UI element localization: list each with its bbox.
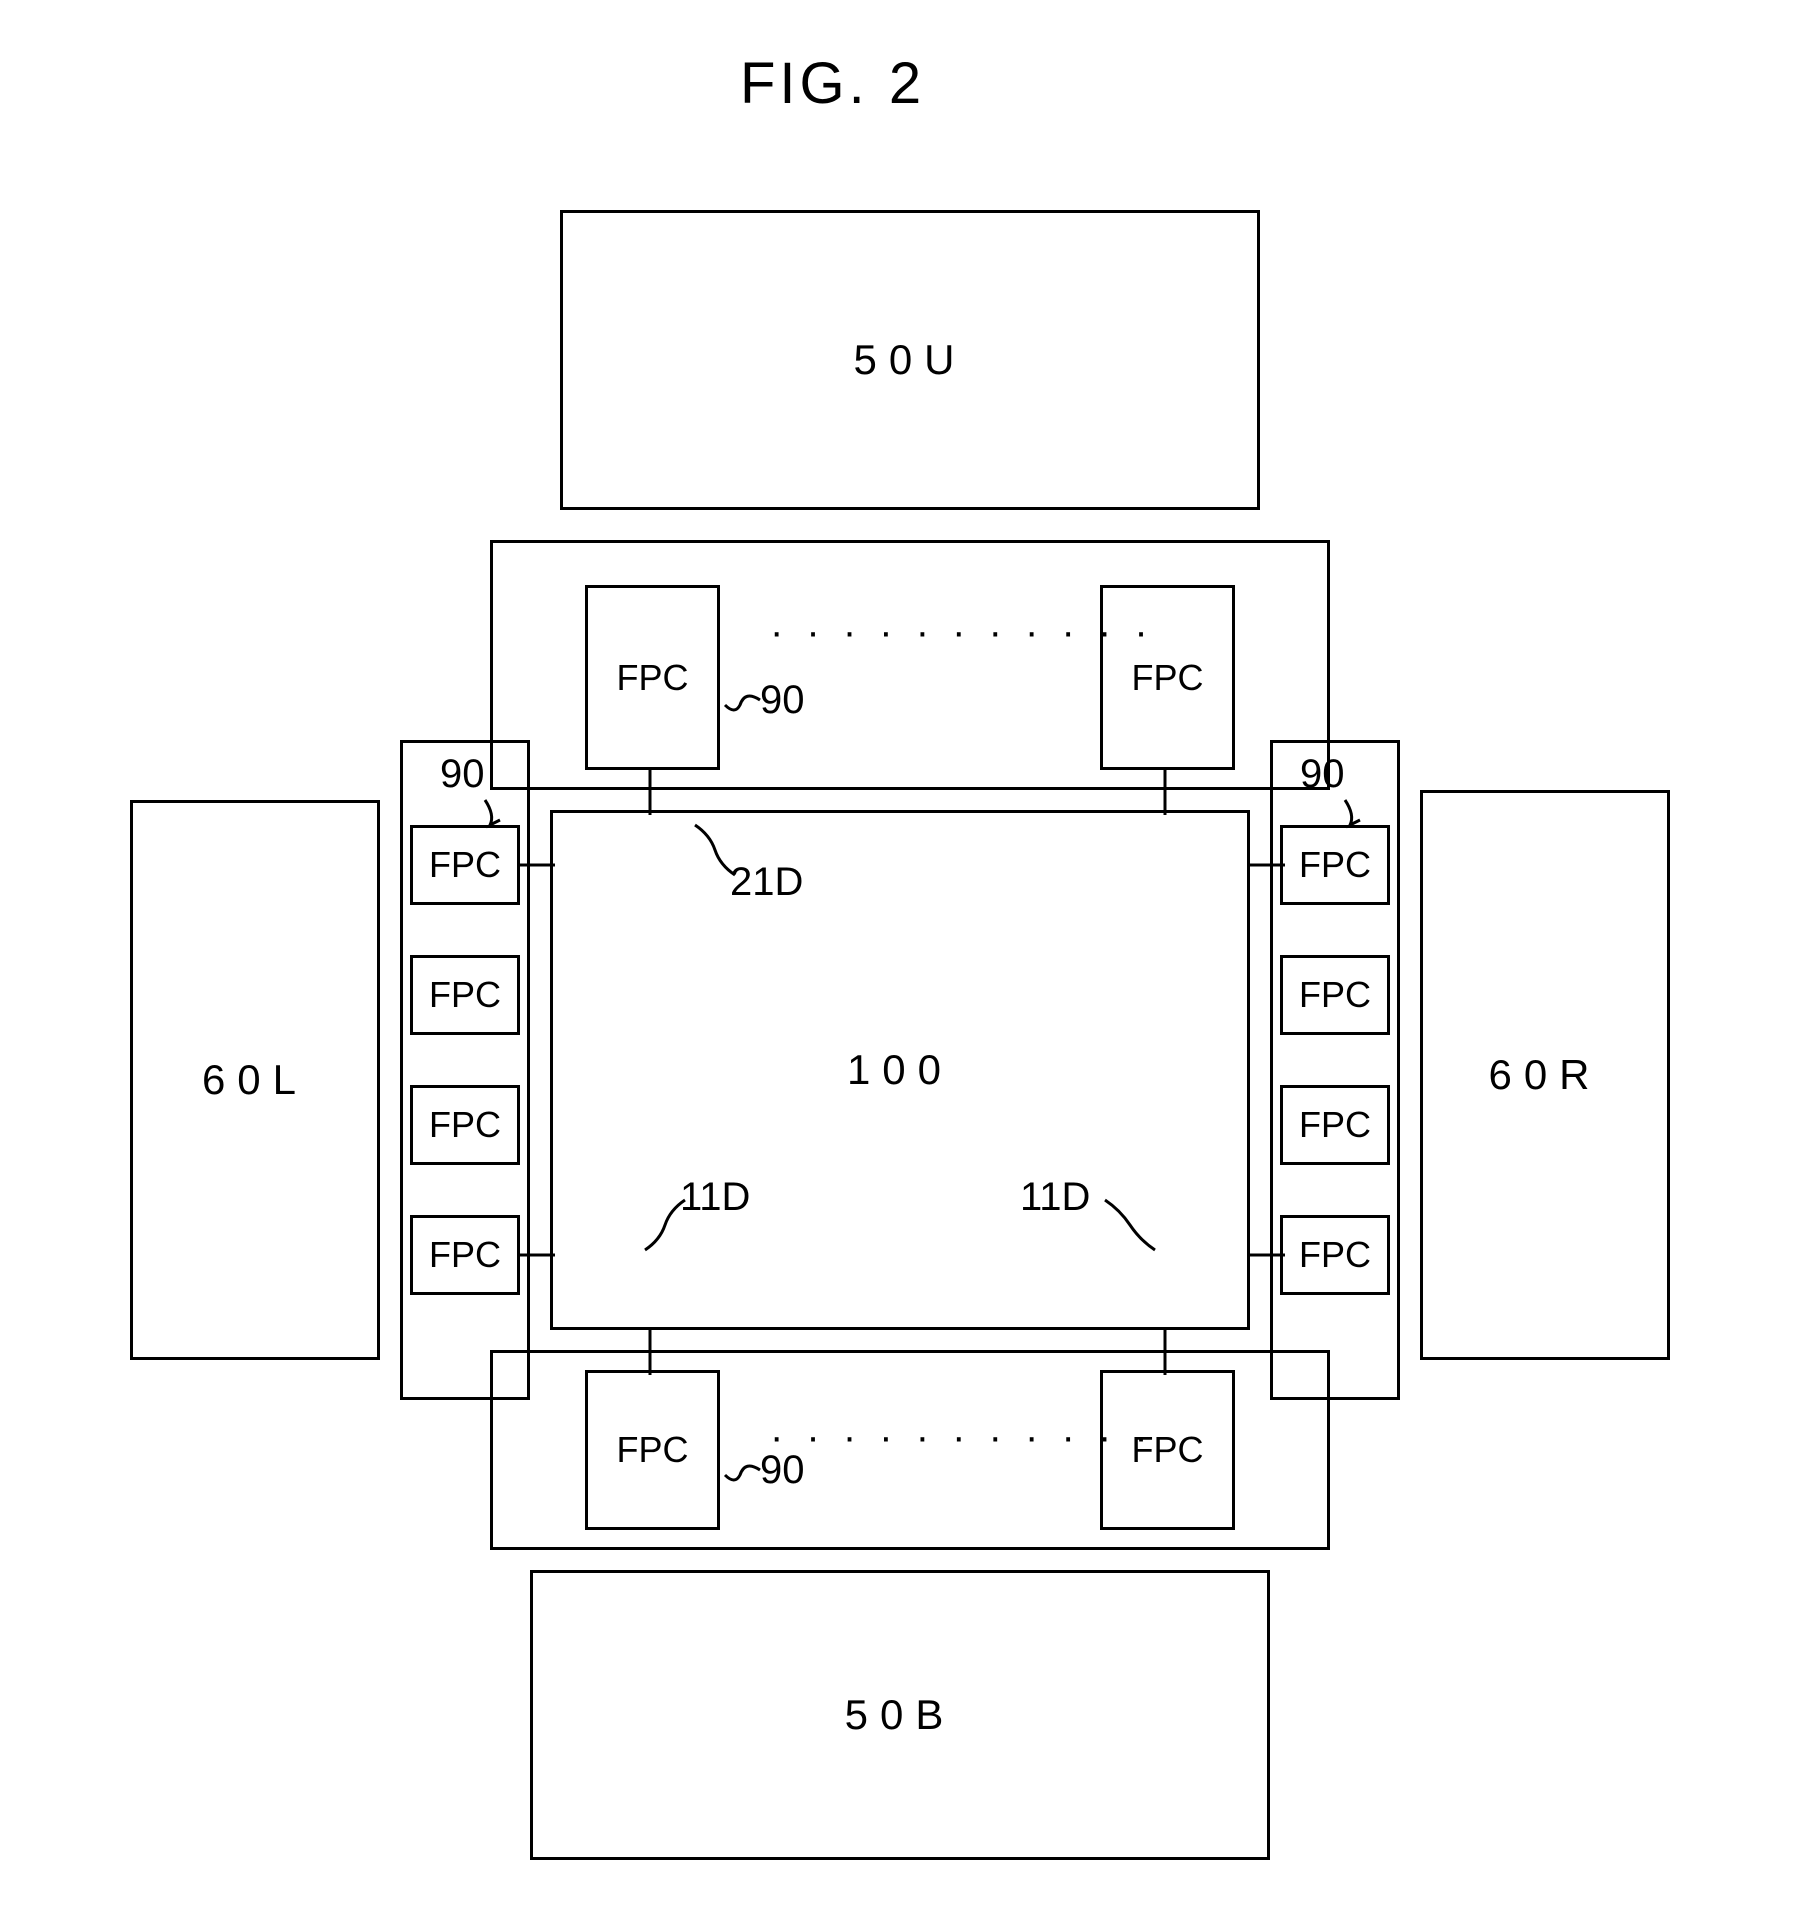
block-50u: 50U xyxy=(560,210,1260,510)
label-11d-right: 11D xyxy=(1020,1175,1090,1220)
label-90-tr: 90 xyxy=(1300,752,1345,797)
fpc-right-3: FPC xyxy=(1280,1085,1390,1165)
leader-90-tl xyxy=(480,795,520,830)
fpc-right-2: FPC xyxy=(1280,955,1390,1035)
label-90-tl: 90 xyxy=(440,752,485,797)
fpc-label: FPC xyxy=(429,844,501,886)
block-50b-label: 50B xyxy=(845,1691,956,1739)
conn-right-4 xyxy=(1250,1250,1285,1260)
conn-left-1 xyxy=(520,860,555,870)
block-60r-label: 60R xyxy=(1488,1051,1601,1099)
leader-90-botfpc xyxy=(720,1450,765,1490)
fpc-right-1: FPC xyxy=(1280,825,1390,905)
fpc-label: FPC xyxy=(429,1104,501,1146)
block-60l-label: 60L xyxy=(202,1056,308,1104)
dots-bottom: · · · · · · · · · · · xyxy=(770,1415,1154,1460)
figure-title: FIG. 2 xyxy=(740,50,925,117)
fpc-left-2: FPC xyxy=(410,955,520,1035)
fpc-label: FPC xyxy=(1299,974,1371,1016)
leader-11d-right xyxy=(1100,1195,1160,1255)
center-label: 100 xyxy=(847,1046,953,1094)
leader-21d xyxy=(690,820,740,880)
block-50b: 50B xyxy=(530,1570,1270,1860)
fpc-label: FPC xyxy=(617,1429,689,1471)
conn-bottom-left xyxy=(645,1330,655,1375)
conn-bottom-right xyxy=(1160,1330,1170,1375)
fpc-top-left: FPC xyxy=(585,585,720,770)
fpc-left-4: FPC xyxy=(410,1215,520,1295)
fpc-left-1: FPC xyxy=(410,825,520,905)
figure-container: FIG. 2 50U 50B 60L 60R 100 FPC FPC FPC F… xyxy=(0,0,1794,1930)
label-21d: 21D xyxy=(730,860,803,905)
conn-right-1 xyxy=(1250,860,1285,870)
dots-top: · · · · · · · · · · · xyxy=(770,610,1154,655)
conn-top-left xyxy=(645,770,655,815)
fpc-label: FPC xyxy=(1299,1234,1371,1276)
label-90-topfpc: 90 xyxy=(760,678,805,723)
fpc-label: FPC xyxy=(1132,657,1204,699)
fpc-bottom-left: FPC xyxy=(585,1370,720,1530)
block-60l: 60L xyxy=(130,800,380,1360)
fpc-left-3: FPC xyxy=(410,1085,520,1165)
leader-11d-left xyxy=(640,1195,690,1255)
block-50u-label: 50U xyxy=(853,336,966,384)
fpc-label: FPC xyxy=(429,974,501,1016)
block-60r: 60R xyxy=(1420,790,1670,1360)
fpc-label: FPC xyxy=(1299,1104,1371,1146)
fpc-label: FPC xyxy=(1299,844,1371,886)
conn-left-4 xyxy=(520,1250,555,1260)
fpc-label: FPC xyxy=(617,657,689,699)
leader-90-topfpc xyxy=(720,680,765,720)
label-11d-left: 11D xyxy=(680,1175,750,1220)
conn-top-right xyxy=(1160,770,1170,815)
fpc-right-4: FPC xyxy=(1280,1215,1390,1295)
fpc-label: FPC xyxy=(429,1234,501,1276)
leader-90-tr xyxy=(1340,795,1380,830)
label-90-botfpc: 90 xyxy=(760,1448,805,1493)
